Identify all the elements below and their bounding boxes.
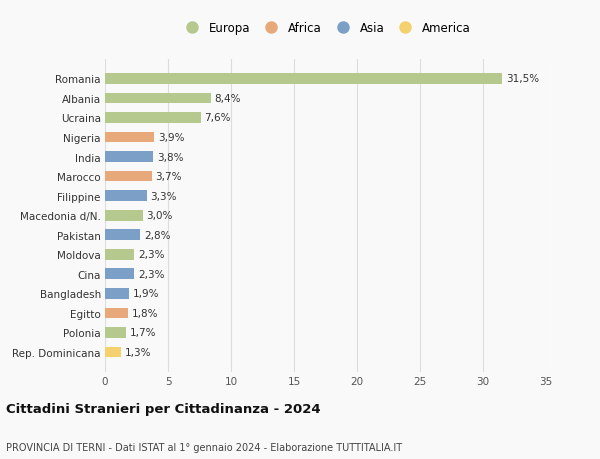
Bar [105, 152, 153, 162]
Bar [105, 269, 134, 280]
Bar [105, 230, 140, 241]
Bar [105, 308, 128, 319]
Text: 2,3%: 2,3% [138, 250, 164, 260]
Text: 7,6%: 7,6% [205, 113, 231, 123]
Bar [105, 288, 129, 299]
Bar [105, 210, 143, 221]
Legend: Europa, Africa, Asia, America: Europa, Africa, Asia, America [180, 22, 471, 35]
Bar [105, 113, 201, 123]
Text: Cittadini Stranieri per Cittadinanza - 2024: Cittadini Stranieri per Cittadinanza - 2… [6, 403, 320, 415]
Bar [105, 191, 146, 202]
Bar [105, 249, 134, 260]
Text: 3,3%: 3,3% [151, 191, 177, 201]
Bar [105, 347, 121, 358]
Text: 2,3%: 2,3% [138, 269, 164, 279]
Text: 1,7%: 1,7% [130, 328, 157, 338]
Bar [105, 132, 154, 143]
Text: 3,7%: 3,7% [155, 172, 182, 182]
Bar [105, 327, 127, 338]
Text: 2,8%: 2,8% [144, 230, 170, 240]
Text: 3,8%: 3,8% [157, 152, 183, 162]
Bar [105, 171, 152, 182]
Text: 1,8%: 1,8% [131, 308, 158, 318]
Text: 31,5%: 31,5% [506, 74, 539, 84]
Text: 1,9%: 1,9% [133, 289, 159, 299]
Text: PROVINCIA DI TERNI - Dati ISTAT al 1° gennaio 2024 - Elaborazione TUTTITALIA.IT: PROVINCIA DI TERNI - Dati ISTAT al 1° ge… [6, 442, 402, 452]
Text: 1,3%: 1,3% [125, 347, 152, 357]
Bar [105, 93, 211, 104]
Bar [105, 74, 502, 84]
Text: 3,9%: 3,9% [158, 133, 184, 143]
Text: 8,4%: 8,4% [215, 94, 241, 104]
Text: 3,0%: 3,0% [146, 211, 173, 221]
